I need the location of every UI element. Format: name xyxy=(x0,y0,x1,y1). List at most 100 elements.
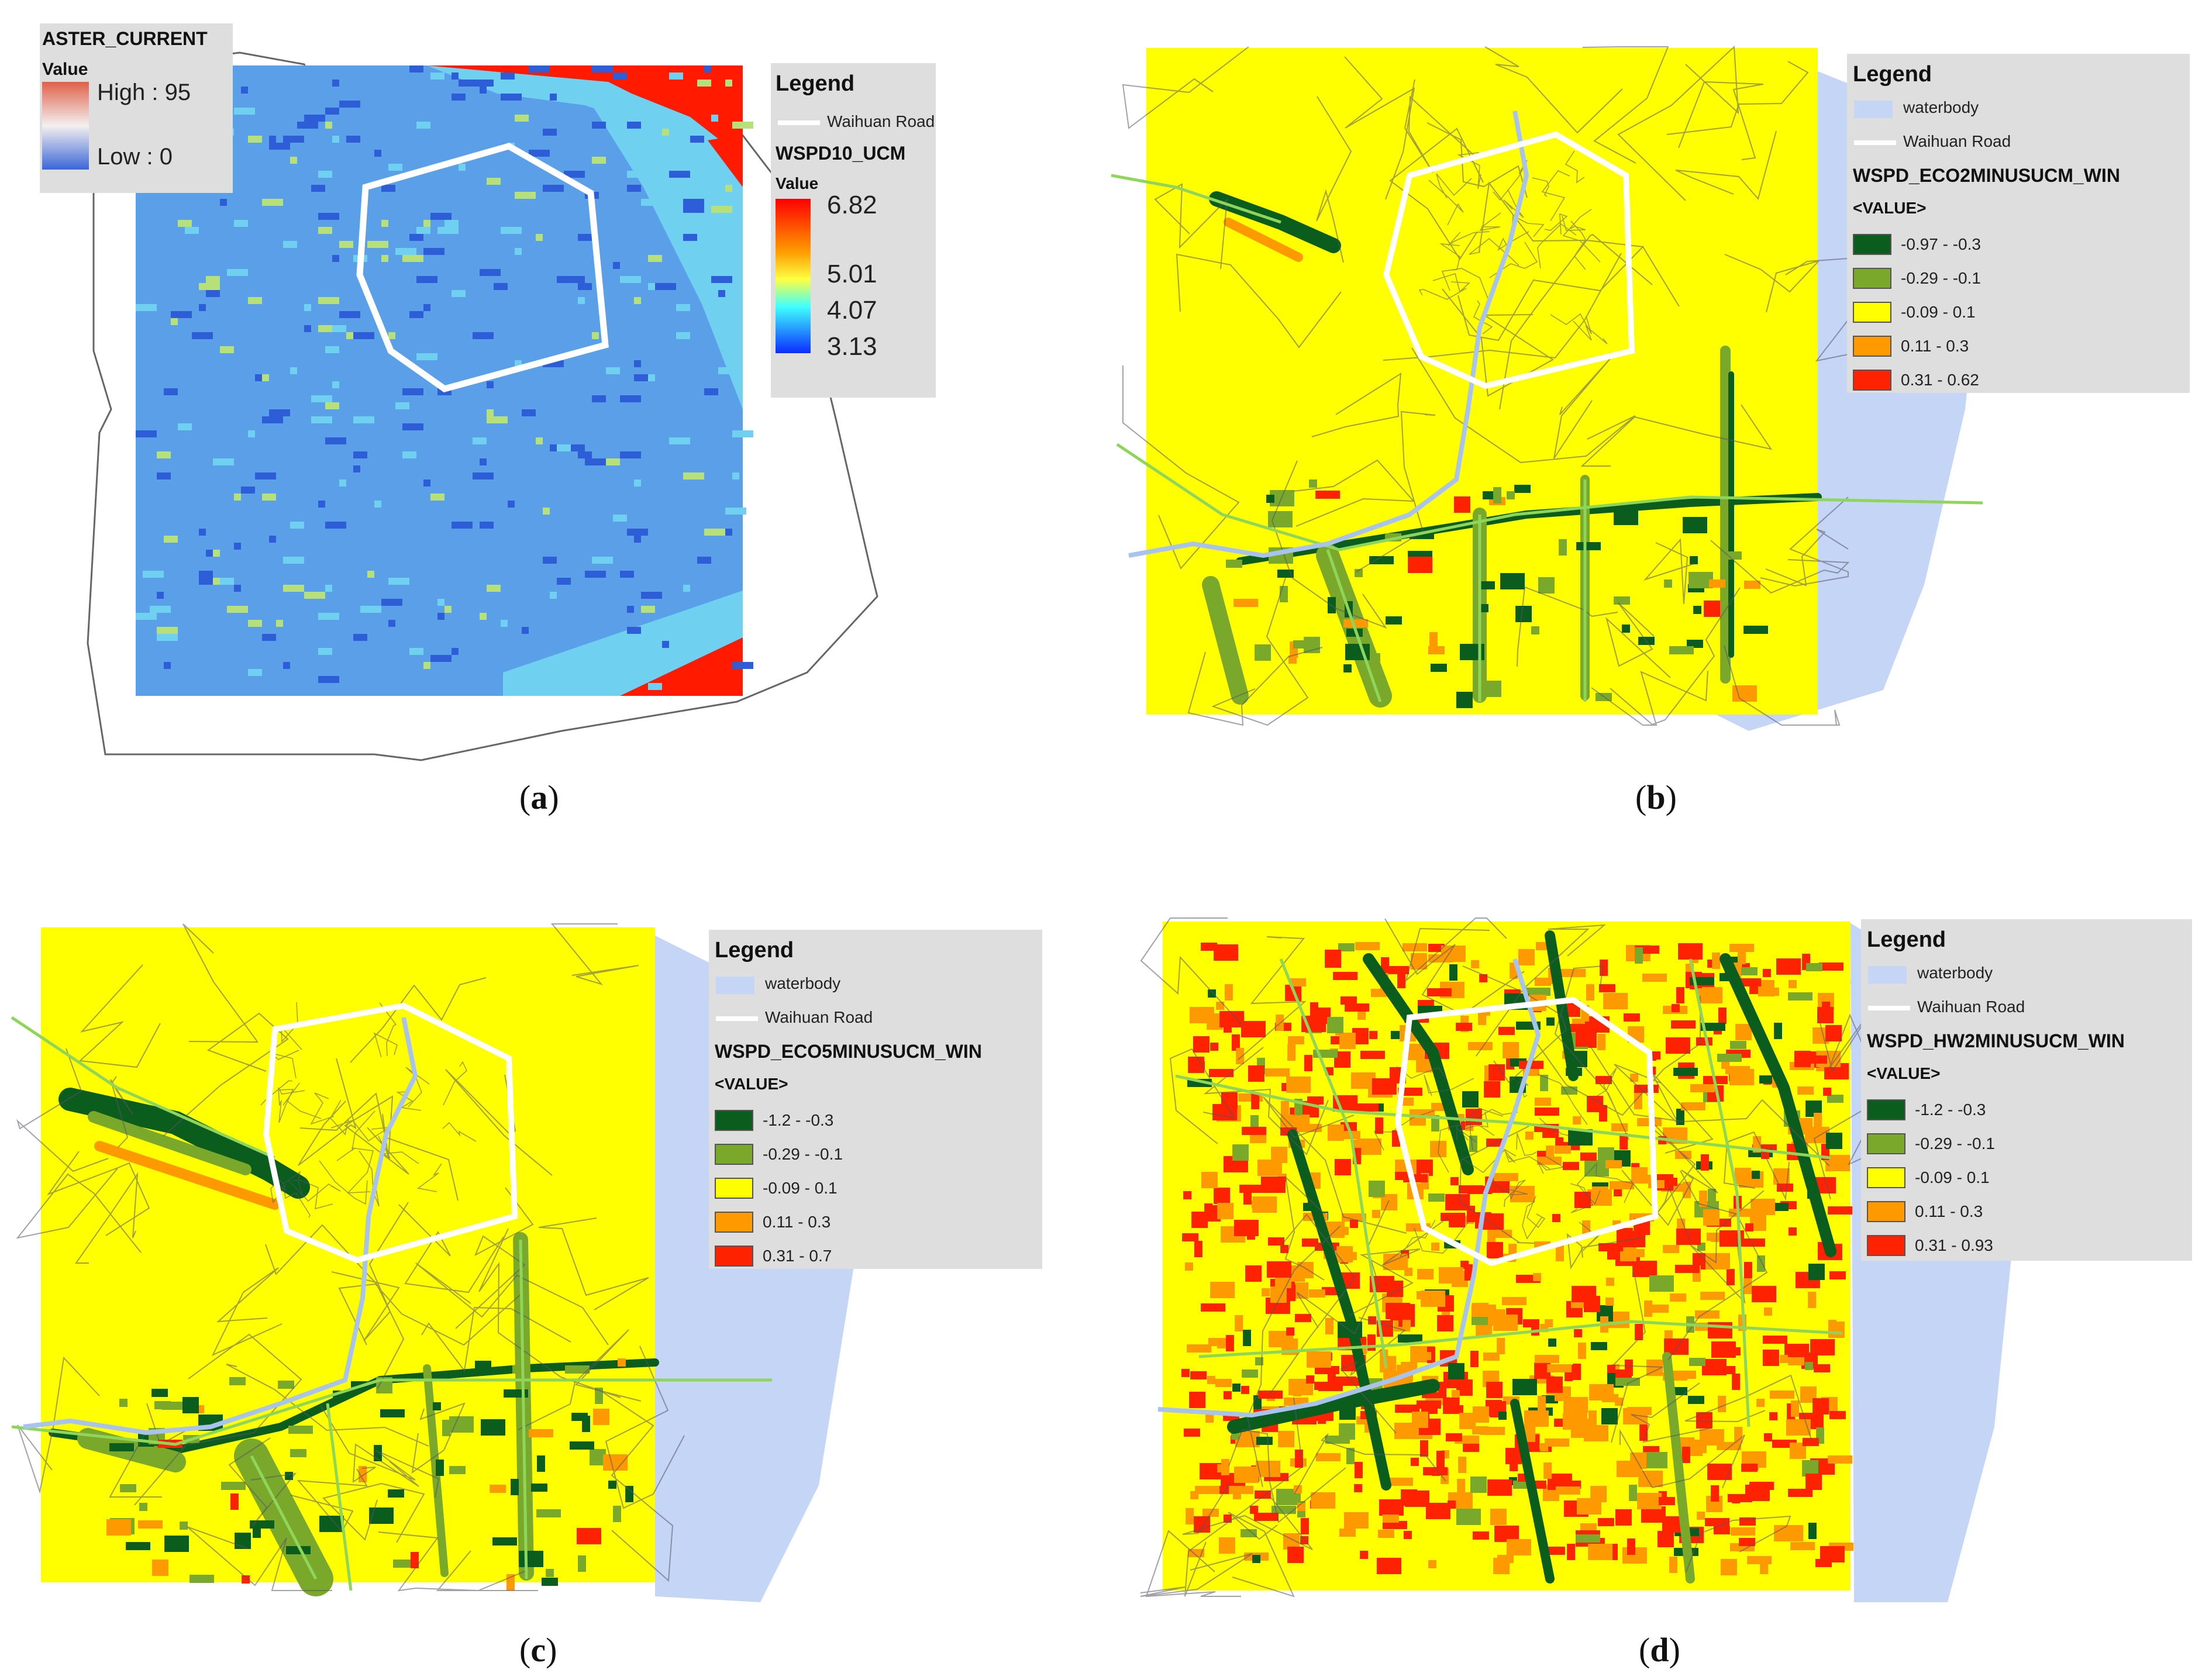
district-boundary xyxy=(1169,1048,1236,1144)
raster-cell xyxy=(346,136,360,143)
legend-d-title: Legend xyxy=(1867,927,1946,952)
raster-cell xyxy=(508,501,515,508)
raster-cell xyxy=(718,367,739,374)
legend-b: Legend waterbody Waihuan Road WSPD_ECO2MINU… xyxy=(1847,54,2190,393)
green-line xyxy=(1111,174,1281,224)
raster-cell xyxy=(234,585,241,592)
raster-cell xyxy=(1605,1160,1622,1168)
raster-cell xyxy=(304,592,325,599)
raster-cell xyxy=(444,606,452,613)
district-boundary xyxy=(283,1185,311,1218)
raster-cell xyxy=(1675,1265,1700,1273)
raster-cell xyxy=(1221,1459,1229,1475)
raster-cell xyxy=(1325,1436,1350,1444)
raster-cell xyxy=(577,1528,601,1544)
raster-cell xyxy=(1745,1223,1753,1231)
raster-cell xyxy=(1663,1245,1679,1253)
raster-cell xyxy=(1448,1500,1456,1509)
raster-cell xyxy=(1665,1330,1673,1339)
raster-cell xyxy=(442,1420,450,1436)
raster-cell xyxy=(1580,1153,1597,1161)
legend-c-water-label: waterbody xyxy=(765,974,841,992)
district-boundary xyxy=(1414,1221,1469,1254)
raster-cell xyxy=(234,220,248,227)
waihuan-road-b xyxy=(1383,131,1635,389)
raster-cell xyxy=(1819,963,1843,971)
legend-b-class-swatch xyxy=(1853,370,1891,391)
legend-a-road-swatch xyxy=(778,120,820,125)
raster-cell xyxy=(1210,1282,1235,1298)
raster-cell xyxy=(1443,1398,1459,1414)
neg-strip xyxy=(1545,930,1579,1081)
raster-cell xyxy=(718,262,739,269)
raster-cell xyxy=(1708,1189,1716,1205)
raster-cell xyxy=(1699,1191,1707,1207)
raster-cell xyxy=(620,451,641,458)
district-boundary xyxy=(442,1122,477,1142)
raster-cell xyxy=(136,304,157,311)
raster-cell xyxy=(283,585,304,592)
raster-cell xyxy=(402,451,416,458)
raster-cell xyxy=(1343,619,1368,627)
raster-cell xyxy=(1377,1558,1401,1574)
raster-cell xyxy=(1360,1551,1368,1559)
raster-cell xyxy=(1439,1267,1463,1284)
raster-cell xyxy=(1470,1351,1479,1367)
raster-cell xyxy=(1769,1412,1777,1420)
district-boundary xyxy=(278,1087,305,1106)
district-boundary xyxy=(1617,45,1739,201)
legend-d-class-swatch xyxy=(1867,1167,1905,1188)
raster-cell xyxy=(1234,1467,1259,1483)
raster-cell xyxy=(220,578,234,585)
district-boundary xyxy=(352,1443,419,1487)
district-boundary xyxy=(1457,152,1481,189)
raster-cell xyxy=(1502,1297,1526,1305)
district-boundary xyxy=(1595,1067,1617,1108)
raster-cell xyxy=(1829,1411,1846,1419)
raster-cell xyxy=(164,662,171,669)
raster-cell xyxy=(309,1560,326,1568)
raster-cell xyxy=(290,522,304,529)
raster-cell xyxy=(683,585,690,592)
raster-cell xyxy=(1354,1103,1379,1112)
raster-cell xyxy=(1258,1391,1283,1399)
neg-strip xyxy=(1510,1399,1555,1584)
raster-cell xyxy=(1408,1044,1424,1060)
green-line xyxy=(1116,443,1983,551)
district-boundary xyxy=(396,1091,422,1111)
district-boundary xyxy=(1643,538,1695,605)
raster-cell xyxy=(1487,1234,1495,1242)
raster-cell xyxy=(634,297,641,304)
raster-cell xyxy=(1600,960,1608,976)
raster-cell xyxy=(1578,1343,1586,1359)
raster-cell xyxy=(1472,1317,1488,1325)
district-boundary xyxy=(538,1217,649,1310)
district-boundary xyxy=(1517,586,1618,667)
district-boundary xyxy=(1522,1201,1542,1240)
raster-cell xyxy=(1546,1377,1563,1393)
raster-cell xyxy=(627,627,641,634)
raster-cell xyxy=(676,304,690,311)
legend-a-road-label: Waihuan Road xyxy=(827,112,935,130)
raster-cell xyxy=(1828,1322,1845,1338)
raster-cell xyxy=(369,1507,394,1524)
raster-cell xyxy=(1545,1319,1553,1327)
district-boundary xyxy=(288,1179,341,1202)
raster-cell xyxy=(248,430,255,437)
raster-cell xyxy=(1379,1499,1404,1516)
raster-cell xyxy=(1333,972,1357,980)
raster-cell xyxy=(732,430,753,437)
raster-cell xyxy=(1739,1538,1755,1546)
legend-c-value-label: <VALUE> xyxy=(715,1075,788,1093)
raster-cell xyxy=(669,437,690,444)
raster-cell xyxy=(1467,1206,1475,1222)
district-boundary xyxy=(1619,1429,1745,1489)
raster-cell xyxy=(1215,1379,1232,1387)
legend-a-value-label: Value xyxy=(776,174,819,192)
raster-cell xyxy=(1540,1075,1548,1091)
raster-cell xyxy=(423,220,430,227)
raster-cell xyxy=(515,115,529,122)
raster-cell xyxy=(1701,1154,1709,1171)
raster-cell xyxy=(1181,1369,1190,1377)
raster-cell xyxy=(1266,495,1274,503)
